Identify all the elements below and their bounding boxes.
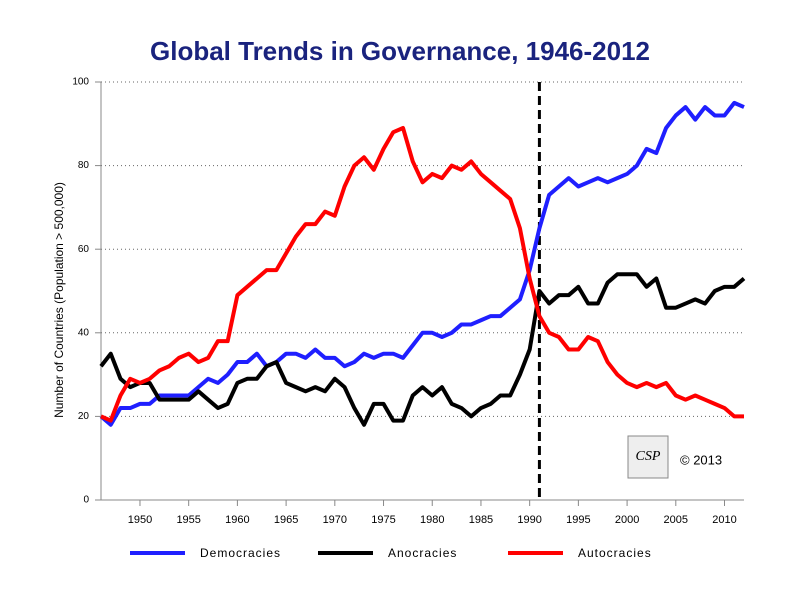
x-tick-label: 1995 — [566, 514, 590, 526]
copyright: © 2013 — [680, 452, 722, 467]
logo-box — [627, 435, 669, 479]
x-tick-label: 1975 — [371, 514, 395, 526]
series-line — [99, 100, 745, 427]
legend-label: Anocracies — [388, 546, 457, 560]
series-line — [99, 272, 746, 427]
y-tick-label: 20 — [78, 411, 90, 422]
x-tick-label: 1965 — [274, 514, 298, 526]
y-tick-label: 60 — [78, 244, 90, 255]
legend-label: Autocracies — [578, 546, 652, 560]
x-tick-label: 1980 — [420, 514, 444, 526]
x-tick-label: 2005 — [664, 514, 688, 526]
x-tick-label: 2010 — [712, 514, 736, 526]
x-tick-label: 1960 — [225, 514, 249, 526]
x-tick-label: 1985 — [469, 514, 493, 526]
x-tick-label: 1955 — [176, 514, 200, 526]
legend-label: Democracies — [200, 546, 281, 560]
x-tick-label: 1970 — [323, 514, 347, 526]
y-tick-label: 100 — [72, 77, 89, 88]
y-tick-label: 0 — [83, 495, 89, 506]
x-tick-label: 1950 — [128, 514, 152, 526]
y-axis-label: Number of Countries (Population > 500,00… — [52, 182, 66, 418]
series-line — [100, 125, 744, 423]
logo: CSP — [636, 449, 661, 464]
y-tick-label: 40 — [78, 327, 90, 338]
y-tick-label: 80 — [78, 160, 90, 171]
chart-title: Global Trends in Governance, 1946-2012 — [150, 36, 650, 66]
x-tick-label: 2000 — [615, 514, 639, 526]
x-tick-label: 1990 — [517, 514, 541, 526]
